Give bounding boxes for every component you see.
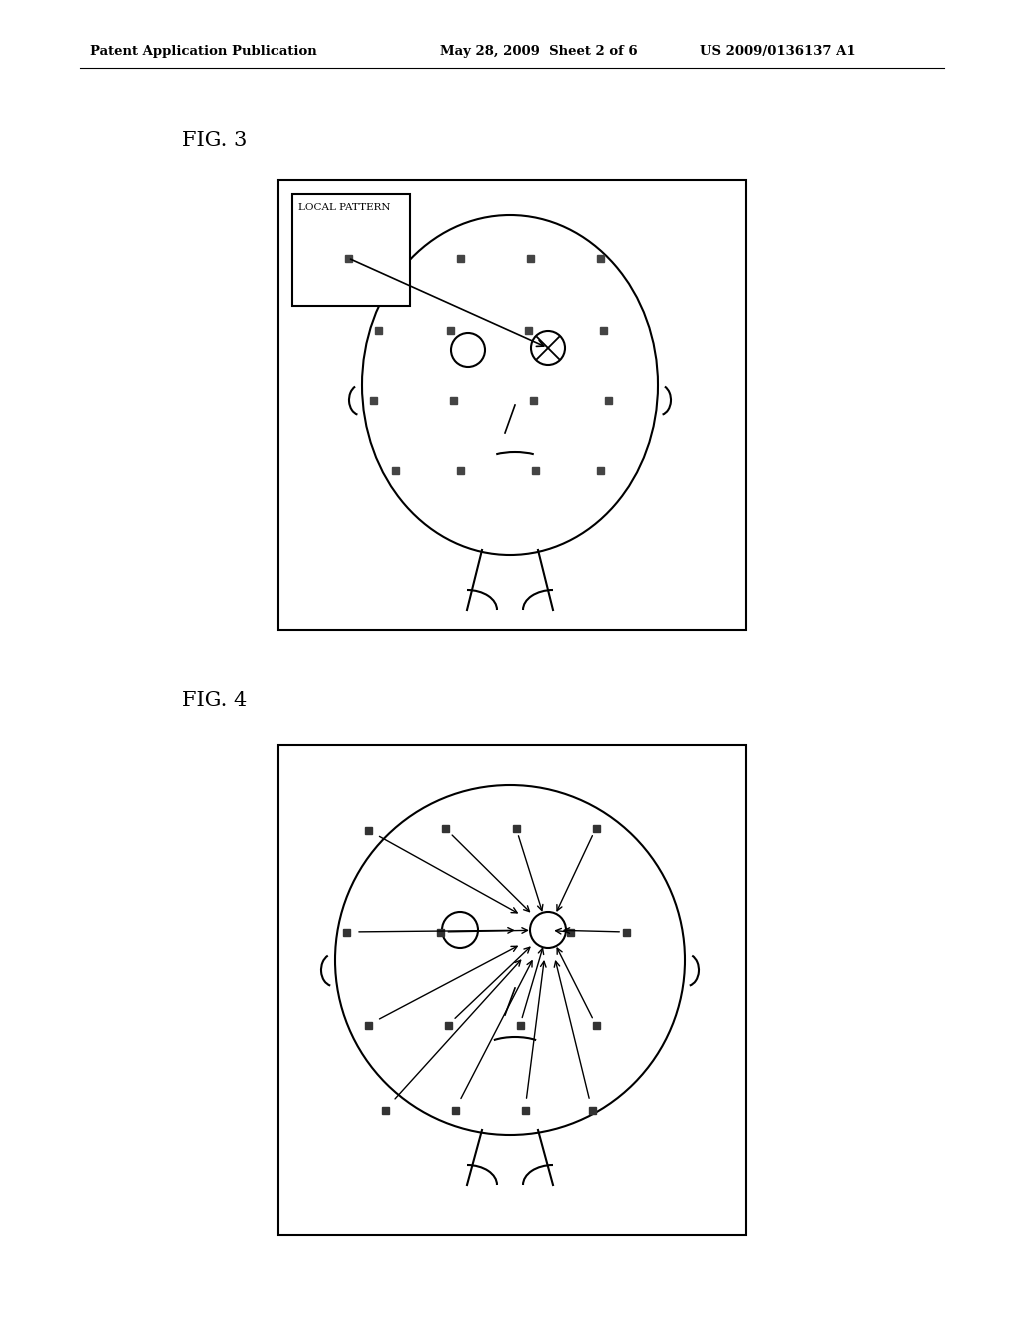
Bar <box>452 1106 459 1114</box>
Text: US 2009/0136137 A1: US 2009/0136137 A1 <box>700 45 856 58</box>
Circle shape <box>530 912 566 948</box>
Bar <box>441 825 449 832</box>
Bar <box>623 928 630 936</box>
Bar <box>599 326 606 334</box>
Bar <box>370 396 377 404</box>
Text: LOCAL PATTERN: LOCAL PATTERN <box>298 203 390 213</box>
Bar <box>344 255 351 261</box>
Bar <box>375 326 382 334</box>
Bar <box>365 826 372 833</box>
Text: FIG. 4: FIG. 4 <box>182 690 247 710</box>
Bar <box>436 928 443 936</box>
Bar <box>292 194 410 306</box>
Bar <box>593 1022 599 1028</box>
Bar <box>457 255 464 261</box>
Bar <box>566 928 573 936</box>
Bar <box>444 1022 452 1028</box>
Bar <box>597 466 603 474</box>
Bar <box>391 466 398 474</box>
Circle shape <box>531 331 565 366</box>
Circle shape <box>335 785 685 1135</box>
Bar <box>531 466 539 474</box>
Bar <box>278 180 746 630</box>
Bar <box>512 825 519 832</box>
Circle shape <box>451 333 485 367</box>
Text: May 28, 2009  Sheet 2 of 6: May 28, 2009 Sheet 2 of 6 <box>440 45 638 58</box>
Bar <box>450 396 457 404</box>
Bar <box>604 396 611 404</box>
Bar <box>446 326 454 334</box>
Bar <box>529 396 537 404</box>
Bar <box>589 1106 596 1114</box>
Bar <box>524 326 531 334</box>
Bar <box>526 255 534 261</box>
Circle shape <box>442 912 478 948</box>
Text: Patent Application Publication: Patent Application Publication <box>90 45 316 58</box>
Bar <box>593 825 599 832</box>
Text: FIG. 3: FIG. 3 <box>182 131 248 149</box>
Bar <box>386 256 393 264</box>
Bar <box>597 255 603 261</box>
Bar <box>278 744 746 1236</box>
Bar <box>365 1022 372 1028</box>
Bar <box>516 1022 523 1028</box>
Bar <box>457 466 464 474</box>
Bar <box>521 1106 528 1114</box>
Ellipse shape <box>362 215 658 554</box>
Bar <box>342 928 349 936</box>
Bar <box>382 1106 388 1114</box>
